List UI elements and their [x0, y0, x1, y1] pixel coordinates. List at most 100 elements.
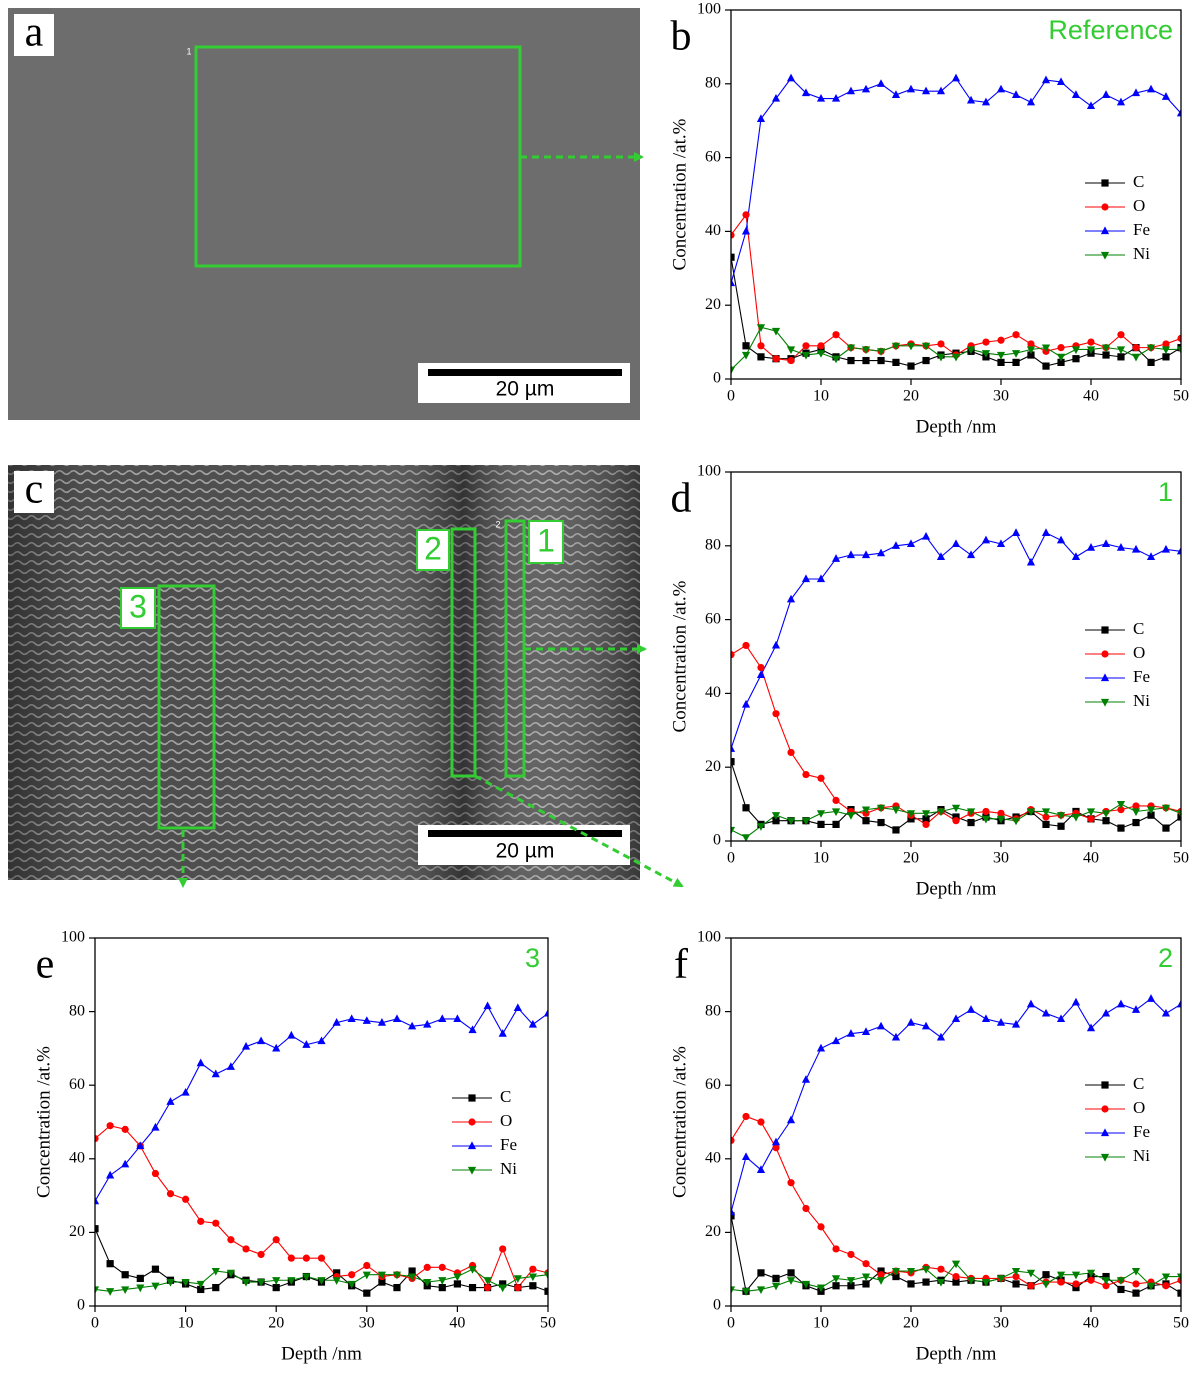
point	[1161, 1273, 1171, 1282]
point	[1026, 1269, 1036, 1278]
point	[363, 1261, 371, 1270]
point	[212, 1284, 220, 1292]
point	[906, 342, 916, 351]
legend-label: Ni	[1133, 1146, 1150, 1165]
point	[1117, 806, 1125, 814]
point	[1132, 1289, 1140, 1297]
region-label-box	[120, 587, 156, 629]
point	[1161, 346, 1171, 355]
point	[936, 808, 946, 817]
point	[1042, 362, 1050, 370]
point	[181, 1087, 190, 1096]
point	[1042, 1271, 1050, 1279]
point	[801, 1280, 811, 1289]
series-line	[731, 1115, 1181, 1287]
point	[1026, 557, 1036, 566]
point	[468, 1025, 477, 1034]
y-tick-label: 20	[705, 296, 721, 313]
plot-frame	[730, 9, 1182, 380]
plot-frame	[730, 471, 1182, 842]
point	[952, 1278, 960, 1286]
point	[348, 1271, 356, 1279]
y-tick-label: 80	[705, 74, 721, 91]
point	[802, 770, 810, 779]
point	[862, 1280, 870, 1288]
point	[861, 550, 871, 559]
point	[771, 93, 781, 102]
x-tick-label: 40	[1083, 388, 1099, 405]
point	[846, 344, 856, 353]
point	[151, 1265, 160, 1273]
point	[801, 817, 811, 826]
point	[742, 641, 750, 650]
plot-frame	[730, 937, 1182, 1307]
point	[966, 808, 976, 817]
point	[1162, 340, 1170, 348]
point	[1011, 1267, 1021, 1276]
point	[287, 1030, 296, 1039]
point	[1161, 544, 1171, 553]
point	[95, 1134, 99, 1143]
point	[362, 1016, 371, 1024]
point	[1011, 817, 1021, 826]
point	[1101, 1277, 1111, 1285]
point	[907, 815, 915, 823]
point	[756, 670, 766, 679]
point	[151, 1169, 160, 1178]
point	[787, 748, 795, 757]
point	[1131, 1267, 1141, 1276]
point	[1071, 1271, 1081, 1280]
point	[1056, 812, 1066, 820]
point	[498, 1284, 507, 1293]
legend-label: Ni	[500, 1159, 517, 1178]
x-tick-label: 0	[727, 850, 735, 867]
point	[981, 97, 991, 106]
point	[377, 1271, 387, 1280]
point	[906, 1018, 916, 1026]
point	[1057, 1278, 1065, 1286]
scale-bar	[428, 369, 622, 376]
point	[832, 1245, 840, 1253]
point	[166, 1190, 175, 1198]
point	[438, 1284, 446, 1292]
series-line	[731, 532, 1181, 749]
point	[1132, 802, 1140, 810]
point	[846, 86, 856, 95]
point	[1042, 820, 1050, 828]
point	[1116, 543, 1126, 551]
point	[529, 1265, 537, 1273]
point	[1072, 1284, 1080, 1292]
point	[891, 1267, 901, 1276]
point	[831, 808, 841, 817]
point	[196, 1058, 205, 1067]
y-tick-label: 0	[713, 370, 721, 387]
point	[966, 95, 976, 104]
point	[731, 1286, 736, 1295]
point	[1012, 1272, 1020, 1281]
point	[226, 1062, 235, 1070]
point	[121, 1271, 129, 1279]
point	[1086, 1269, 1096, 1278]
legend-marker	[1100, 1128, 1110, 1137]
point	[891, 806, 901, 815]
series-line	[731, 997, 1181, 1213]
point	[182, 1195, 190, 1203]
plot-area	[731, 73, 1181, 375]
point	[333, 1269, 341, 1277]
y-axis-label: Concentration /at.%	[669, 118, 690, 270]
point	[483, 1277, 492, 1285]
point	[921, 86, 931, 95]
point	[1116, 1277, 1126, 1285]
point	[499, 1280, 507, 1288]
point	[862, 1260, 870, 1268]
point	[272, 1043, 281, 1052]
point	[1116, 801, 1126, 809]
point	[936, 1278, 946, 1287]
legend-label: C	[1133, 172, 1144, 191]
series-line	[731, 644, 1181, 826]
y-axis-label: Concentration /at.%	[669, 1046, 690, 1198]
point	[211, 1267, 220, 1276]
point	[772, 710, 780, 718]
